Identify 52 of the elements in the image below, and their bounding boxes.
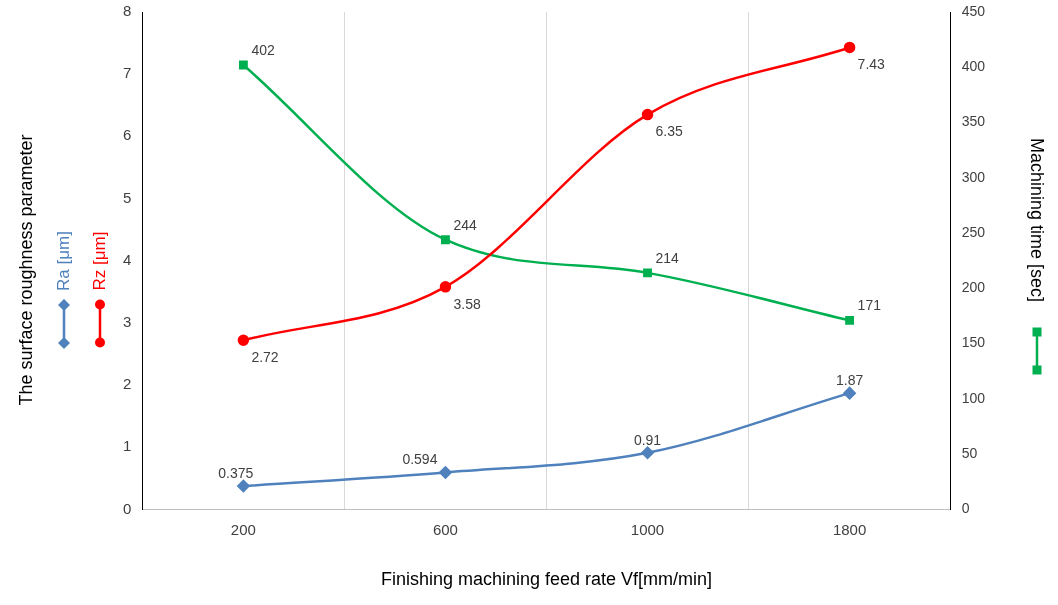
- data-label: 3.58: [453, 295, 481, 312]
- data-label: 402: [251, 41, 275, 58]
- y-tick-label: 1: [123, 437, 132, 455]
- y-tick-label: 5: [123, 188, 132, 206]
- data-label: 0.594: [402, 451, 438, 468]
- x-axis-title: Finishing machining feed rate Vf[mm/min]: [380, 569, 713, 590]
- data-label: 0.91: [633, 431, 662, 448]
- y2-tick-label: 150: [961, 334, 986, 351]
- point: [845, 315, 855, 325]
- data-label: 214: [655, 249, 680, 266]
- point: [843, 41, 856, 54]
- y-tick-label: 4: [123, 250, 132, 268]
- point: [843, 386, 856, 400]
- y-tick-label: 8: [123, 2, 132, 20]
- data-label: 2.72: [251, 349, 279, 366]
- point: [441, 235, 450, 245]
- data-label: 7.43: [857, 56, 886, 73]
- y2-tick-label: 250: [961, 223, 986, 240]
- y-tick-label: 3: [123, 313, 132, 331]
- point: [237, 479, 250, 493]
- data-label: 171: [857, 297, 882, 314]
- x-tick-label: 1000: [630, 520, 665, 538]
- data-label: 1.87: [835, 371, 864, 388]
- y2-tick-label: 50: [961, 444, 978, 461]
- point: [439, 466, 452, 479]
- y-tick-label: 7: [123, 64, 132, 82]
- y2-tick-label: 200: [961, 279, 986, 296]
- text: Rz [μm]: [90, 231, 110, 291]
- x-tick-label: 200: [230, 520, 256, 538]
- y2-tick-label: 350: [961, 113, 986, 130]
- y2-tick-label: 300: [961, 168, 986, 185]
- x-tick-label: 600: [432, 520, 458, 538]
- y-tick-label: 6: [123, 126, 132, 144]
- y-axis-title: The surface roughness parameter: [15, 134, 37, 406]
- point: [237, 334, 250, 347]
- point: [643, 268, 652, 278]
- data-label: 6.35: [655, 123, 683, 140]
- point: [641, 446, 654, 460]
- point: [238, 60, 248, 70]
- y-tick-label: 0: [123, 499, 132, 517]
- y2-tick-label: 400: [961, 58, 986, 75]
- y2-tick-label: 100: [961, 389, 986, 406]
- y2-tick-label: 0: [961, 500, 970, 517]
- y-tick-label: 2: [123, 375, 132, 393]
- point: [439, 281, 452, 293]
- y2-axis-title: Machining time [sec]: [1025, 137, 1047, 303]
- x-tick-label: 1800: [832, 520, 867, 538]
- y2-tick-label: 450: [961, 2, 986, 19]
- point: [641, 108, 654, 121]
- text: Ra [μm]: [54, 231, 74, 291]
- data-label: 244: [453, 216, 478, 233]
- data-label: 0.375: [218, 464, 254, 481]
